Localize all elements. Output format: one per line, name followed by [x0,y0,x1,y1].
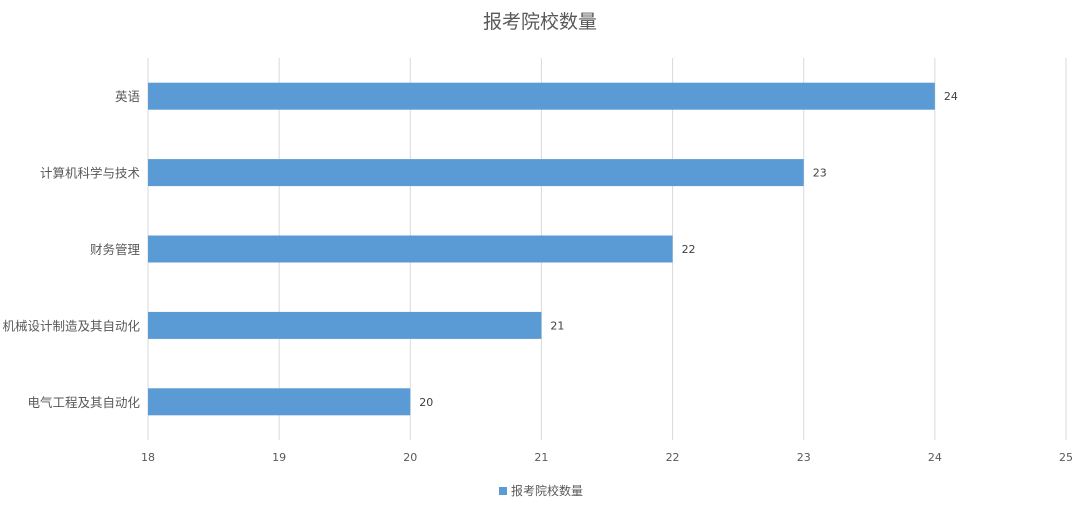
x-tick-label: 25 [1059,451,1073,464]
chart-title: 报考院校数量 [483,11,597,33]
legend-label: 报考院校数量 [511,483,583,498]
bar [148,82,935,110]
category-label: 电气工程及其自动化 [27,395,140,410]
category-label: 机械设计制造及其自动化 [2,318,140,333]
bar [148,159,804,187]
x-axis: 18 19 20 21 22 23 24 25 [141,451,1073,464]
data-label: 24 [944,90,958,103]
bar [148,388,411,416]
legend: 报考院校数量 [499,483,583,498]
category-label: 财务管理 [90,242,141,257]
legend-swatch [499,487,507,495]
bars [148,82,935,416]
x-tick-label: 22 [666,451,680,464]
data-label: 23 [813,167,827,180]
category-label: 计算机科学与技术 [40,166,141,181]
x-tick-label: 20 [403,451,417,464]
data-label: 22 [682,243,696,256]
bar [148,311,542,339]
x-tick-label: 18 [141,451,155,464]
x-tick-label: 19 [272,451,286,464]
x-tick-label: 21 [534,451,548,464]
category-label: 英语 [115,89,140,104]
x-tick-label: 23 [797,451,811,464]
data-label: 20 [419,396,433,409]
data-label: 21 [550,319,564,332]
bar [148,235,673,263]
x-tick-label: 24 [928,451,942,464]
data-labels: 24 23 22 21 20 [419,90,958,409]
